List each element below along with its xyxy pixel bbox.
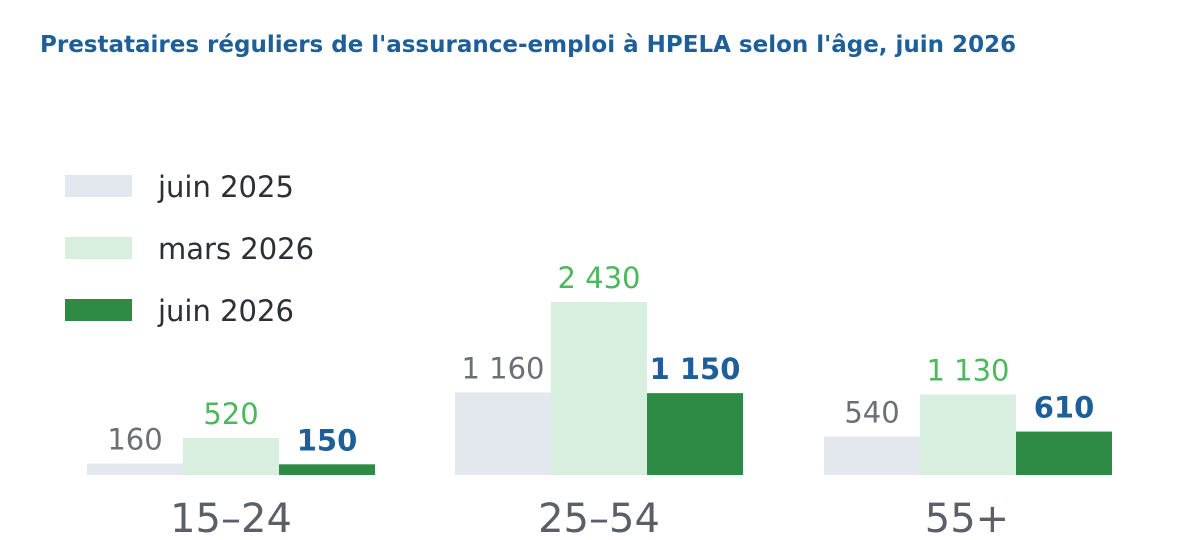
bar: [455, 392, 551, 475]
data-label: 160: [107, 423, 162, 457]
legend-swatch: [65, 299, 132, 321]
legend-label: juin 2025: [157, 170, 294, 204]
data-label: 1 160: [461, 351, 544, 385]
legend: juin 2025 mars 2026 juin 2026: [65, 170, 314, 328]
bar: [551, 302, 647, 475]
bar: [183, 437, 279, 475]
legend-swatch: [65, 175, 132, 197]
data-label: 2 430: [557, 261, 640, 295]
category-label: 15–24: [170, 496, 292, 540]
data-label: 150: [297, 423, 358, 457]
legend-label: mars 2026: [158, 232, 314, 266]
data-label: 540: [844, 396, 899, 430]
bar: [1016, 431, 1112, 475]
data-label: 520: [203, 397, 258, 431]
category-labels-group: 15–24 25–54 55+: [170, 496, 1009, 540]
bar: [920, 394, 1016, 475]
bar: [87, 463, 183, 475]
category-label: 25–54: [538, 496, 660, 540]
data-label: 1 130: [926, 354, 1009, 388]
bar: [647, 393, 743, 475]
legend-swatch: [65, 237, 132, 259]
bars-group: [87, 302, 1112, 475]
bar: [824, 436, 920, 475]
data-label: 1 150: [650, 352, 741, 386]
value-labels-group: 160 520 150 1 160 2 430 1 150 540 1 130 610: [107, 261, 1094, 457]
legend-label: juin 2026: [157, 294, 294, 328]
chart-title: Prestataires réguliers de l'assurance-em…: [40, 32, 1016, 58]
data-label: 610: [1034, 391, 1095, 425]
category-label: 55+: [925, 496, 1009, 540]
bar: [279, 464, 375, 475]
